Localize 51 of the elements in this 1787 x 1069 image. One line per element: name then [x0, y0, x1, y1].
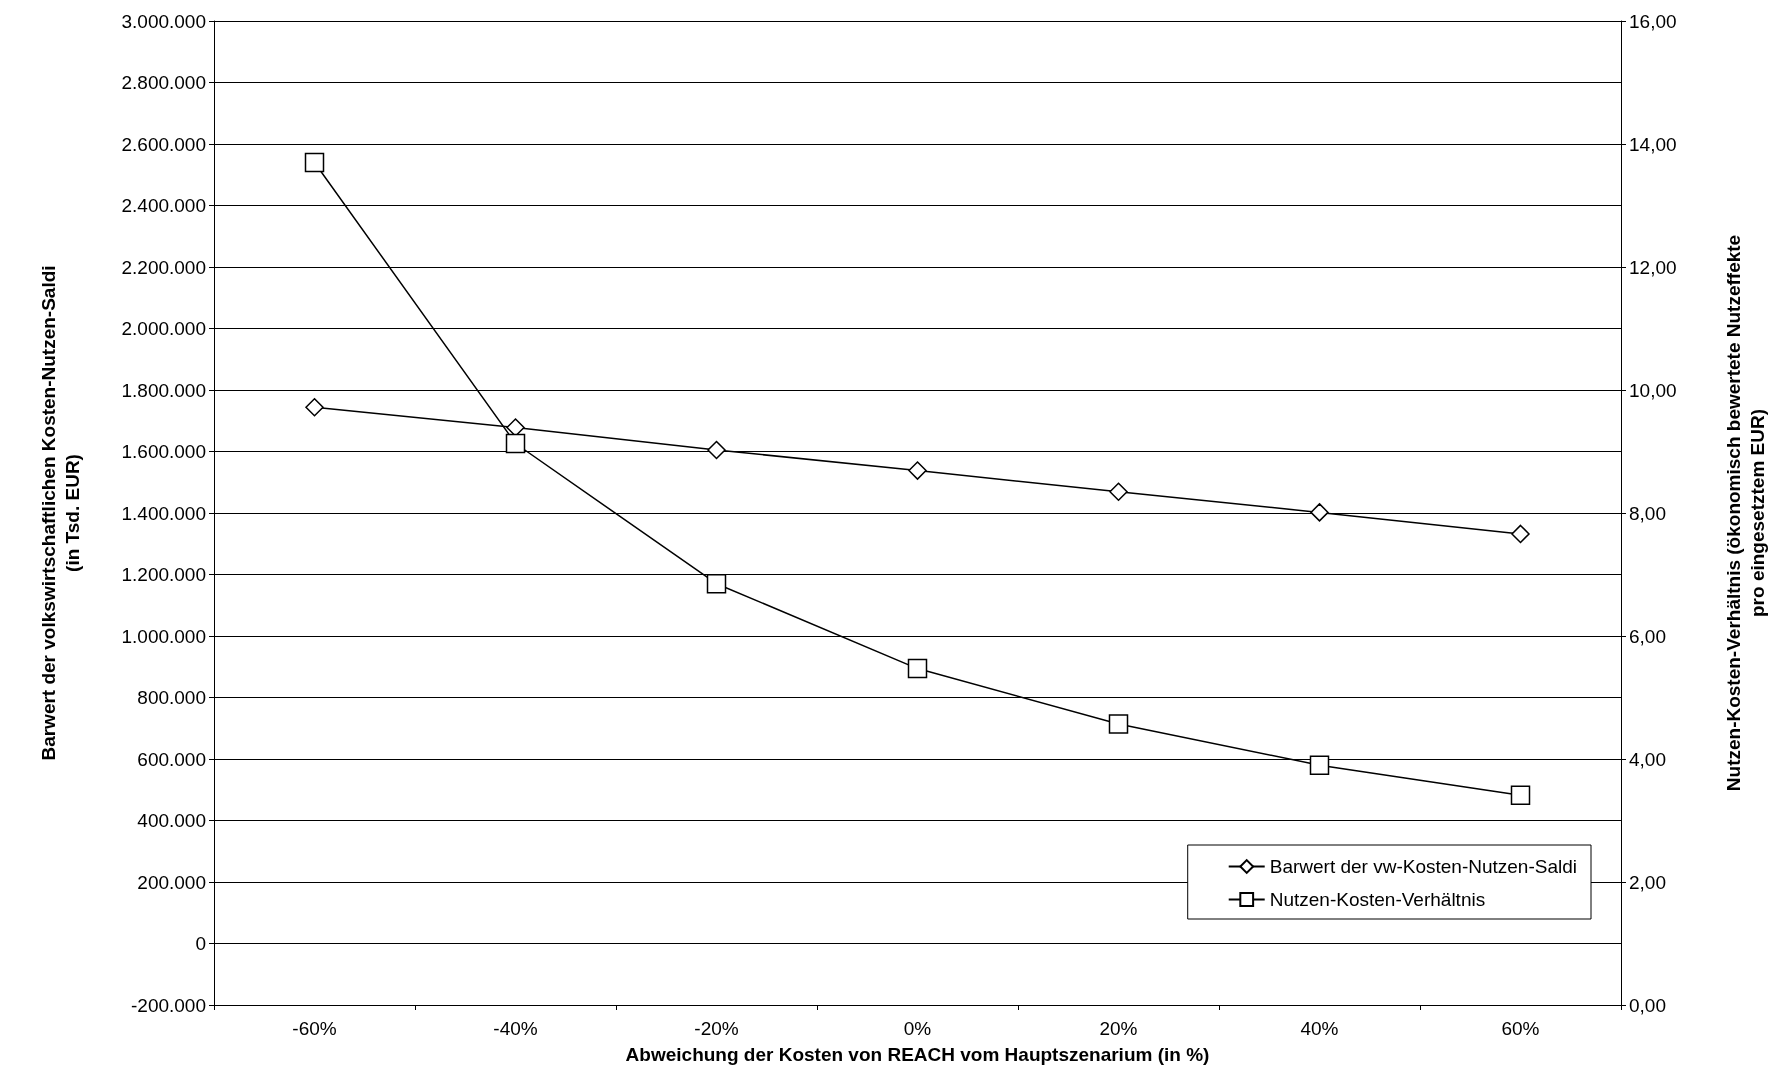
- y-tick-label: 1.800.000: [121, 379, 206, 401]
- y-tick-label: 3.000.000: [121, 10, 206, 32]
- x-tick-label: -40%: [493, 1018, 538, 1039]
- y-tick-label: 2.000.000: [121, 318, 206, 339]
- point: [1511, 524, 1530, 544]
- point: [706, 573, 727, 594]
- point: [505, 433, 526, 454]
- y-tick-label: 2.600.000: [121, 133, 206, 155]
- y-tick-label: 400.000: [137, 810, 206, 831]
- y-tick-label: 1.200.000: [121, 564, 206, 585]
- y-tick-label: -200.000: [130, 994, 206, 1016]
- y-axis-title: Barwert der volkswirtschaftlichen Kosten-Nutzen-Saldi (in Tsd. EUR): [37, 265, 83, 761]
- x-tick-label: 20%: [1099, 1018, 1138, 1039]
- x-axis-title: Abweichung der Kosten von REACH vom Hauptszenarium (in %): [625, 1044, 1210, 1065]
- y2-tick-label: 10,00: [1629, 379, 1677, 401]
- point: [304, 152, 325, 173]
- y2-tick-label: 16,00: [1629, 10, 1677, 32]
- y-tick-label: 600.000: [137, 748, 206, 770]
- y2-tick-label: 0,00: [1629, 994, 1666, 1016]
- y-tick-label: 2.400.000: [121, 195, 206, 216]
- y2-tick-label: 14,00: [1629, 133, 1677, 155]
- y-tick-label: 1.400.000: [121, 502, 206, 524]
- x-tick-label: 40%: [1300, 1018, 1339, 1039]
- y-tick-label: 1.000.000: [121, 625, 206, 647]
- y2-tick-label: 6,00: [1629, 625, 1666, 647]
- legend-label: Nutzen-Kosten-Verhältnis: [1269, 889, 1486, 910]
- point: [1309, 755, 1330, 775]
- y-tick-label: 200.000: [137, 871, 206, 893]
- y2-tick-label: 4,00: [1629, 748, 1666, 770]
- point: [1510, 785, 1531, 806]
- point: [907, 658, 928, 679]
- y-tick-label: 800.000: [137, 687, 206, 708]
- legend-label: Barwert der vw-Kosten-Nutzen-Saldi: [1269, 856, 1578, 877]
- y-tick-label: 2.800.000: [121, 72, 206, 93]
- x-tick-label: -20%: [694, 1018, 739, 1039]
- point: [908, 461, 927, 480]
- point: [1109, 482, 1128, 502]
- y-tick-label: 2.200.000: [121, 256, 206, 278]
- point: [305, 397, 324, 417]
- y-tick-label: 0: [195, 933, 206, 954]
- y2-axis-title: Nutzen-Kosten-Verhältnis (ökonomisch bewertete Nutzeffekte pro eingesetztem EUR): [1722, 234, 1768, 792]
- x-tick-label: 60%: [1501, 1018, 1540, 1039]
- point: [1108, 714, 1129, 734]
- x-tick-label: 0%: [903, 1018, 932, 1039]
- y-tick-label: 1.600.000: [121, 441, 206, 462]
- point: [707, 440, 726, 460]
- y2-tick-label: 8,00: [1629, 502, 1666, 524]
- point: [1310, 503, 1329, 522]
- y2-tick-label: 2,00: [1629, 871, 1666, 893]
- x-tick-label: -60%: [292, 1018, 337, 1039]
- y2-tick-label: 12,00: [1629, 256, 1677, 278]
